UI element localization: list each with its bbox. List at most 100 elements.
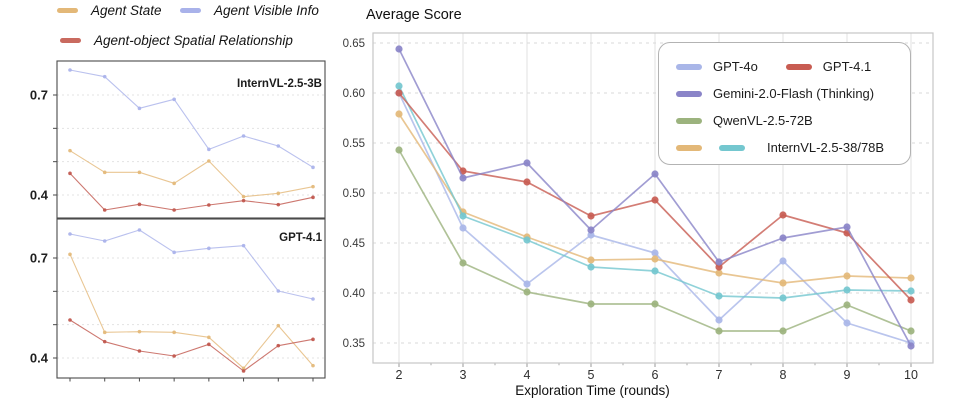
- data-point: [137, 329, 142, 334]
- legend-label: InternVL-2.5-38/78B: [767, 140, 885, 155]
- plot-area: [57, 61, 325, 218]
- gpt-4-1-chart: 0.7 0.4: [30, 218, 326, 382]
- data-point: [779, 234, 787, 242]
- data-point: [102, 74, 107, 79]
- data-point: [68, 318, 72, 322]
- legend-label: GPT-4.1: [822, 59, 872, 74]
- data-point: [459, 212, 467, 220]
- agent-object-spatial-swatch: [60, 38, 81, 43]
- x-tick-label: 8: [780, 368, 787, 382]
- gemini-2-0-flash-swatch: [676, 90, 702, 97]
- x-tick-label: 7: [716, 368, 723, 382]
- data-point: [395, 82, 403, 90]
- y-tick-label: 0.60: [343, 88, 365, 100]
- data-point: [779, 294, 787, 302]
- data-point: [172, 208, 176, 212]
- data-point: [651, 267, 659, 275]
- data-point: [172, 97, 176, 102]
- y-tick-label: 0.45: [343, 238, 365, 250]
- data-point: [907, 287, 915, 295]
- data-point: [651, 196, 659, 204]
- data-point: [311, 195, 315, 200]
- data-point: [587, 263, 595, 271]
- data-point: [523, 159, 531, 167]
- main-chart-title: Average Score: [366, 7, 462, 23]
- data-point: [459, 259, 467, 267]
- data-point: [137, 228, 142, 232]
- data-point: [241, 369, 246, 373]
- series-line-agent-visible-info: [69, 229, 314, 300]
- data-point: [172, 250, 176, 255]
- gpt-4-1-swatch: [785, 63, 812, 70]
- x-tick-label: 10: [904, 368, 918, 382]
- data-point: [843, 272, 851, 280]
- data-point: [102, 339, 107, 344]
- legend-label: GPT-4o: [713, 59, 758, 74]
- x-axis-label: Exploration Time (rounds): [515, 383, 670, 398]
- data-point: [68, 68, 72, 72]
- legend-item-agent-visible-info: Agent Visible Info: [180, 3, 319, 18]
- x-tick-label: 6: [652, 368, 659, 382]
- data-point: [523, 280, 531, 288]
- data-point: [276, 289, 281, 293]
- data-point: [207, 147, 211, 152]
- data-point: [207, 159, 211, 163]
- data-point: [137, 106, 142, 111]
- data-point: [241, 198, 246, 203]
- data-point: [68, 148, 72, 153]
- data-point: [843, 319, 851, 327]
- data-point: [276, 191, 281, 196]
- data-point: [276, 144, 281, 148]
- x-tick-label: 9: [844, 368, 851, 382]
- y-tick-label: 0.40: [343, 288, 365, 300]
- data-point: [779, 279, 787, 287]
- internvl-2-5-3b-chart: 0.7 0.4: [30, 60, 326, 220]
- plot-area: [57, 219, 325, 378]
- data-point: [907, 327, 915, 335]
- data-point: [651, 249, 659, 257]
- gpt-4o-swatch: [676, 63, 702, 70]
- x-tick-label: 2: [396, 368, 403, 382]
- data-point: [241, 134, 246, 138]
- data-point: [715, 327, 723, 335]
- data-point: [459, 174, 467, 182]
- plot-border: [372, 32, 934, 364]
- agent-visible-info-swatch: [180, 8, 201, 13]
- data-point: [843, 301, 851, 309]
- main-chart-legend: GPT-4o GPT-4.1 Gemini-2.0-Flash (Thinkin…: [658, 42, 911, 165]
- data-point: [715, 316, 723, 324]
- data-point: [276, 343, 281, 348]
- data-point: [907, 274, 915, 282]
- legend-label: Agent State: [91, 3, 162, 18]
- y-tick-label: 0.7: [30, 88, 48, 103]
- data-point: [395, 146, 403, 154]
- data-point: [311, 184, 315, 189]
- data-point: [137, 202, 142, 207]
- legend-label: QwenVL-2.5-72B: [713, 113, 813, 128]
- data-point: [395, 45, 403, 53]
- data-point: [241, 243, 246, 248]
- data-point: [311, 363, 315, 368]
- data-point: [587, 212, 595, 220]
- data-point: [137, 349, 142, 353]
- data-point: [207, 335, 211, 340]
- legend-row: GPT-4o GPT-4.1: [676, 59, 871, 74]
- x-tick-label: 5: [588, 368, 595, 382]
- y-tick-label: 0.65: [343, 38, 365, 50]
- data-point: [715, 269, 723, 277]
- data-point: [651, 170, 659, 178]
- internvl-38b-swatch: [676, 144, 702, 151]
- plot-border: [56, 218, 326, 379]
- legend-row: Gemini-2.0-Flash (Thinking): [676, 86, 874, 101]
- y-tick-label: 0.7: [30, 251, 48, 266]
- data-point: [459, 224, 467, 232]
- y-tick-label: 0.35: [343, 338, 365, 350]
- y-tick-label: 0.4: [30, 188, 49, 203]
- data-point: [523, 288, 531, 296]
- data-point: [241, 366, 246, 371]
- data-point: [311, 337, 315, 342]
- data-point: [311, 297, 315, 301]
- data-point: [311, 165, 315, 170]
- legend-row: InternVL-2.5-38/78B: [676, 140, 884, 155]
